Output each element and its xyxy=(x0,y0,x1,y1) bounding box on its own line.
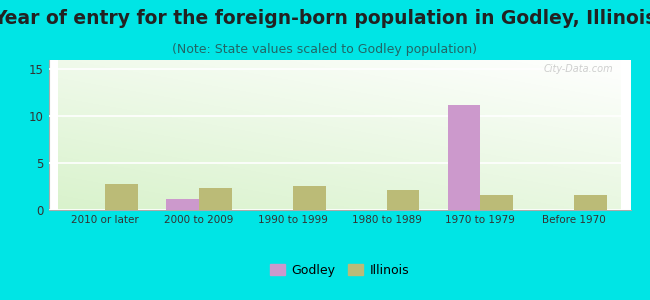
Bar xyxy=(574,195,607,210)
Bar xyxy=(166,199,199,210)
Bar xyxy=(480,195,514,210)
Bar xyxy=(448,105,480,210)
Bar xyxy=(105,184,138,210)
Bar xyxy=(387,190,419,210)
Legend: Godley, Illinois: Godley, Illinois xyxy=(265,259,414,282)
Text: City-Data.com: City-Data.com xyxy=(543,64,613,74)
Text: (Note: State values scaled to Godley population): (Note: State values scaled to Godley pop… xyxy=(172,44,478,56)
Bar xyxy=(292,186,326,210)
Bar xyxy=(199,188,231,210)
Text: Year of entry for the foreign-born population in Godley, Illinois: Year of entry for the foreign-born popul… xyxy=(0,9,650,28)
